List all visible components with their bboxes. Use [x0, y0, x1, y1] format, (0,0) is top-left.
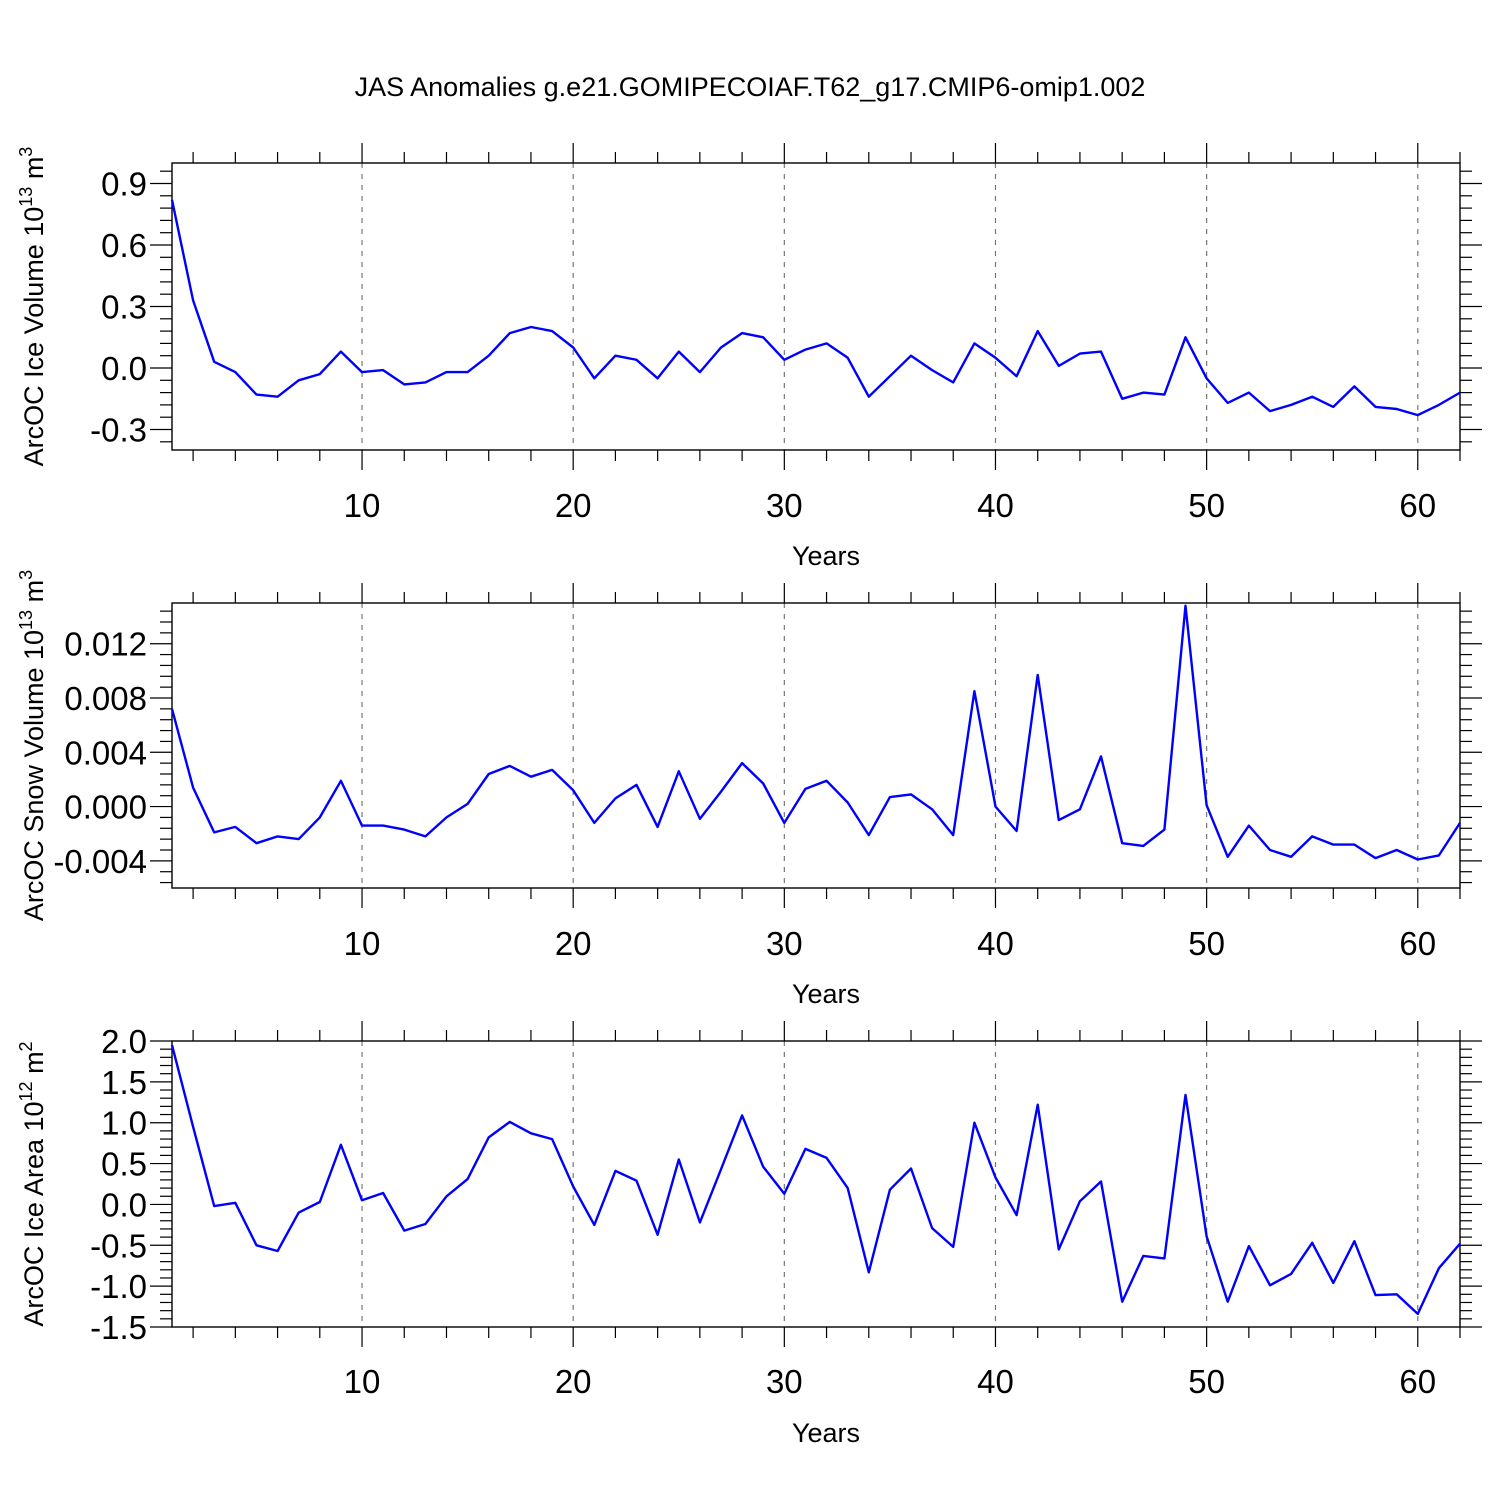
y-axis-title: ArcOC Ice Volume 1013 m3: [16, 147, 49, 467]
y-tick-label: 2.0: [101, 1023, 147, 1060]
series-line: [170, 1044, 1461, 1316]
y-tick-label: 0.9: [101, 166, 147, 203]
x-tick-label: 30: [766, 925, 803, 962]
x-tick-label: 20: [555, 925, 592, 962]
y-tick-label: 0.000: [64, 789, 147, 826]
x-tick-label: 60: [1399, 1363, 1436, 1400]
y-axis-title-part: 3: [16, 147, 36, 157]
y-tick-label: -0.3: [90, 412, 147, 449]
y-tick-label: 1.0: [101, 1105, 147, 1142]
x-tick-label: 20: [555, 1363, 592, 1400]
x-tick-label: 10: [344, 925, 381, 962]
figure-title: JAS Anomalies g.e21.GOMIPECOIAF.T62_g17.…: [355, 72, 1146, 102]
y-tick-label: 1.5: [101, 1064, 147, 1101]
x-tick-label: 40: [977, 487, 1014, 524]
y-tick-label: 0.0: [101, 350, 147, 387]
y-axis-title-part: 3: [16, 570, 36, 580]
x-tick-label: 30: [766, 1363, 803, 1400]
y-tick-label: 0.008: [64, 680, 147, 717]
panel-1: -0.3 0.0 0.3 0.6 0.9 10 20 30 40 50 60 Years ArcOC I…: [16, 143, 1482, 571]
x-axis-title: Years: [792, 979, 860, 1009]
y-axis-title-part: ArcOC Snow Volume 10: [19, 630, 49, 921]
x-tick-label: 50: [1188, 487, 1225, 524]
y-tick-label: 0.6: [101, 227, 147, 264]
y-axis-title-part: 12: [16, 1081, 36, 1101]
y-tick-label: 0.3: [101, 289, 147, 326]
x-tick-label: 40: [977, 925, 1014, 962]
y-tick-label: -0.004: [53, 843, 147, 880]
panels: -0.3 0.0 0.3 0.6 0.9 10 20 30 40 50 60 Years ArcOC I…: [16, 143, 1482, 1448]
series-line: [170, 604, 1462, 861]
x-tick-label: 40: [977, 1363, 1014, 1400]
x-axis-title: Years: [792, 541, 860, 571]
x-tick-label: 50: [1188, 925, 1225, 962]
y-axis-title: ArcOC Ice Area 1012 m2: [16, 1041, 49, 1326]
y-tick-label: -1.5: [90, 1309, 147, 1346]
y-tick-label: -1.0: [90, 1268, 147, 1305]
y-axis-title-part: ArcOC Ice Area 10: [19, 1101, 49, 1326]
x-tick-label: 50: [1188, 1363, 1225, 1400]
y-axis-title-part: 13: [16, 187, 36, 207]
x-tick-label: 60: [1399, 925, 1436, 962]
y-tick-label: 0.0: [101, 1186, 147, 1223]
y-tick-label: 0.5: [101, 1146, 147, 1183]
y-axis-title-part: ArcOC Ice Volume 10: [19, 207, 49, 467]
y-tick-label: 0.012: [64, 626, 147, 663]
y-axis-title-part: m: [19, 157, 49, 187]
panel-3: -1.5 -1.0 -0.5 0.00.5 1.0 1.5 2.0 10 20 30 40 50 60 Y…: [16, 1021, 1482, 1448]
x-tick-label: 30: [766, 487, 803, 524]
plot-frame: [171, 1040, 1461, 1328]
x-tick-label: 20: [555, 487, 592, 524]
x-tick-label: 60: [1399, 487, 1436, 524]
x-tick-label: 10: [344, 1363, 381, 1400]
y-tick-label: 0.004: [64, 734, 147, 771]
y-axis-title-part: 2: [16, 1041, 36, 1051]
series-line: [170, 199, 1461, 417]
x-axis-title: Years: [792, 1418, 860, 1448]
plot-frame: [171, 602, 1461, 889]
x-tick-label: 10: [344, 487, 381, 524]
y-axis-title-part: m: [19, 1051, 49, 1081]
y-tick-label: -0.5: [90, 1227, 147, 1264]
panel-2: -0.004 0.000 0.004 0.008 0.012 10 20 30 40 50 60 Ye…: [16, 570, 1482, 1009]
y-axis-title-part: m: [19, 580, 49, 610]
y-axis-title: ArcOC Snow Volume 1013 m3: [16, 570, 49, 921]
y-axis-title-part: 13: [16, 610, 36, 630]
